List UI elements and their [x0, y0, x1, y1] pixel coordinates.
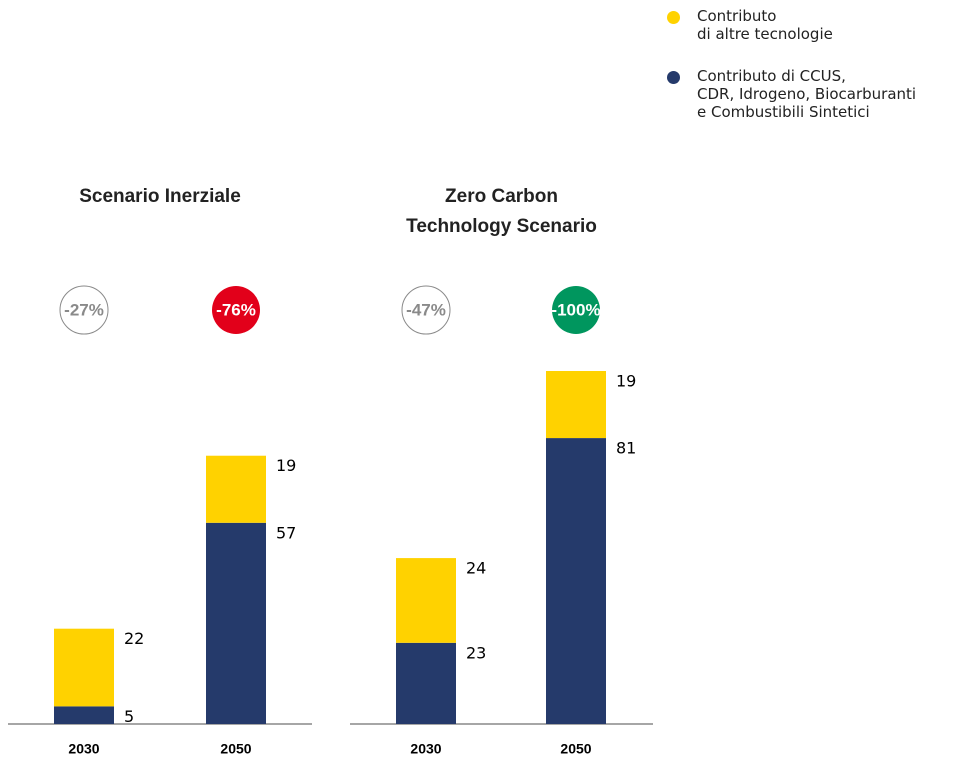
- badge: [552, 286, 600, 334]
- legend-label: Contributo di altre tecnologie: [697, 7, 833, 43]
- badge-label: -47%: [406, 300, 446, 319]
- bar-segment: [546, 438, 606, 724]
- badge: [59, 285, 109, 335]
- legend-swatch: [667, 71, 680, 84]
- x-tick-label: 2030: [410, 741, 441, 757]
- x-tick-label: 2050: [560, 741, 591, 757]
- badge-label: -27%: [64, 300, 104, 319]
- data-label: 81: [616, 439, 636, 458]
- badge: [401, 285, 451, 335]
- bar-segment: [546, 371, 606, 439]
- data-label: 24: [466, 559, 486, 578]
- data-label: 19: [276, 456, 296, 475]
- bar-segment: [206, 455, 266, 523]
- panel-title: Scenario Inerziale: [79, 186, 241, 207]
- badge: [212, 286, 260, 334]
- bar-segment: [54, 628, 114, 707]
- data-label: 22: [124, 629, 144, 648]
- bar-segment: [396, 642, 456, 724]
- bar-segment: [54, 706, 114, 724]
- panel-title: Zero Carbon Technology Scenario: [406, 186, 597, 237]
- data-label: 5: [124, 707, 134, 726]
- data-label: 57: [276, 523, 296, 542]
- bar-segment: [206, 522, 266, 724]
- data-label: 23: [466, 643, 486, 662]
- legend-label: Contributo di CCUS, CDR, Idrogeno, Bioca…: [697, 67, 917, 121]
- data-label: 19: [616, 372, 636, 391]
- x-tick-label: 2030: [68, 741, 99, 757]
- x-tick-label: 2050: [220, 741, 251, 757]
- bar-segment: [396, 558, 456, 643]
- badge-label: -76%: [216, 300, 256, 319]
- legend-swatch: [667, 11, 680, 24]
- badge-label: -100%: [551, 300, 600, 319]
